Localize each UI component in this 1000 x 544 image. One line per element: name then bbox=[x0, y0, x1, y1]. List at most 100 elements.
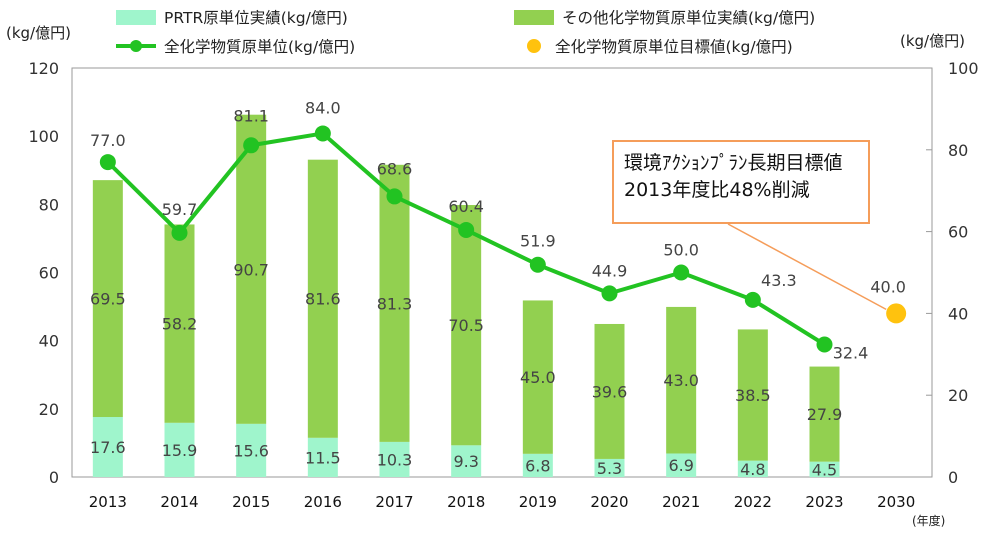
bar-other bbox=[451, 205, 482, 446]
label-total: 51.9 bbox=[520, 232, 556, 251]
legend-total: 全化学物質原単位(kg/億円) bbox=[116, 35, 355, 57]
right-tick-label: 60 bbox=[948, 223, 968, 242]
label-other: 45.0 bbox=[520, 368, 556, 387]
legend-target-label: 全化学物質原単位目標値(kg/億円) bbox=[555, 38, 793, 56]
bar-other bbox=[594, 323, 625, 459]
label-prtr: 5.3 bbox=[597, 459, 622, 478]
left-tick-label: 40 bbox=[39, 332, 59, 351]
label-prtr: 11.5 bbox=[305, 448, 341, 467]
bar-prtr bbox=[307, 437, 338, 477]
x-tick-label: 2017 bbox=[375, 493, 413, 511]
bar-other bbox=[809, 366, 840, 462]
bar-prtr bbox=[737, 460, 768, 477]
label-total: 68.6 bbox=[377, 159, 413, 178]
label-other: 81.6 bbox=[305, 290, 341, 309]
bar-other bbox=[522, 300, 553, 454]
label-other: 39.6 bbox=[592, 382, 628, 401]
label-total: 60.4 bbox=[448, 197, 484, 216]
left-axis-unit: (kg/億円) bbox=[6, 24, 71, 42]
left-tick-label: 60 bbox=[39, 264, 59, 283]
x-tick-label: 2016 bbox=[304, 493, 342, 511]
label-prtr: 4.8 bbox=[740, 460, 765, 479]
right-axis-unit: (kg/億円) bbox=[900, 32, 965, 50]
label-other: 43.0 bbox=[663, 371, 699, 390]
bar-other bbox=[236, 114, 267, 424]
label-other: 38.5 bbox=[735, 386, 771, 405]
label-other: 69.5 bbox=[90, 290, 126, 309]
right-tick-label: 40 bbox=[948, 304, 968, 323]
left-tick-label: 100 bbox=[28, 127, 59, 146]
label-total: 43.3 bbox=[761, 271, 797, 290]
label-other: 90.7 bbox=[233, 260, 269, 279]
callout-line-1: 環境ｱｸｼｮﾝﾌﾟﾗﾝ長期目標値 bbox=[624, 152, 843, 174]
bar-prtr bbox=[451, 445, 482, 477]
label-prtr: 15.6 bbox=[233, 441, 269, 460]
total-point bbox=[314, 125, 331, 142]
legend-total-swatch bbox=[116, 38, 156, 54]
x-tick-label: 2022 bbox=[734, 493, 772, 511]
label-other: 27.9 bbox=[807, 405, 843, 424]
target-callout: 環境ｱｸｼｮﾝﾌﾟﾗﾝ長期目標値 2013年度比48%削減 bbox=[612, 140, 870, 224]
label-other: 58.2 bbox=[162, 315, 198, 334]
total-point bbox=[386, 188, 403, 205]
total-point bbox=[529, 256, 546, 273]
total-point bbox=[171, 224, 188, 241]
left-tick-label: 120 bbox=[28, 59, 59, 78]
left-tick-label: 20 bbox=[39, 400, 59, 419]
x-axis-unit: (年度) bbox=[912, 514, 946, 528]
total-point bbox=[243, 137, 260, 154]
legend-target-swatch bbox=[527, 39, 541, 53]
bar-other bbox=[737, 329, 768, 461]
label-total: 50.0 bbox=[663, 241, 699, 260]
legend-prtr-label: PRTR原単位実績(kg/億円) bbox=[164, 9, 348, 27]
bar-other bbox=[307, 159, 338, 438]
right-tick-label: 20 bbox=[948, 386, 968, 405]
label-prtr: 17.6 bbox=[90, 438, 126, 457]
legend-other-swatch bbox=[514, 9, 554, 25]
x-tick-label: 2014 bbox=[160, 493, 198, 511]
total-point bbox=[673, 264, 690, 281]
label-target: 40.0 bbox=[870, 277, 906, 296]
label-prtr: 10.3 bbox=[377, 450, 413, 469]
bar-prtr bbox=[92, 417, 123, 477]
label-total: 77.0 bbox=[90, 131, 126, 150]
right-tick-label: 100 bbox=[948, 59, 979, 78]
x-tick-label: 2013 bbox=[89, 493, 127, 511]
legend-target: 全化学物質原単位目標値(kg/億円) bbox=[514, 35, 793, 57]
callout-connector bbox=[727, 223, 887, 311]
total-point bbox=[816, 336, 833, 353]
legend-prtr: PRTR原単位実績(kg/億円) bbox=[116, 6, 348, 28]
total-point bbox=[744, 291, 761, 308]
left-tick-label: 0 bbox=[49, 468, 59, 487]
label-prtr: 6.8 bbox=[525, 456, 550, 475]
total-point bbox=[601, 285, 618, 302]
label-total: 32.4 bbox=[833, 343, 869, 362]
legend-total-label: 全化学物質原単位(kg/億円) bbox=[164, 38, 356, 56]
x-tick-label: 2030 bbox=[877, 493, 915, 511]
label-total: 81.1 bbox=[233, 106, 269, 125]
label-total: 84.0 bbox=[305, 98, 341, 117]
legend-prtr-swatch bbox=[116, 9, 156, 25]
x-tick-label: 2021 bbox=[662, 493, 700, 511]
legend-other-label: その他化学物質原単位実績(kg/億円) bbox=[562, 9, 816, 27]
bar-prtr bbox=[594, 458, 625, 477]
callout-line-2: 2013年度比48%削減 bbox=[624, 179, 810, 201]
x-tick-label: 2020 bbox=[590, 493, 628, 511]
bar-other bbox=[666, 306, 697, 454]
label-other: 70.5 bbox=[448, 316, 484, 335]
x-tick-label: 2023 bbox=[805, 493, 843, 511]
label-other: 81.3 bbox=[377, 294, 413, 313]
legend-other: その他化学物質原単位実績(kg/億円) bbox=[514, 6, 815, 28]
right-tick-label: 80 bbox=[948, 141, 968, 160]
x-tick-label: 2015 bbox=[232, 493, 270, 511]
bar-other bbox=[164, 224, 195, 423]
x-tick-label: 2019 bbox=[519, 493, 557, 511]
bar-other bbox=[379, 164, 410, 442]
plot-frame bbox=[71, 67, 933, 478]
x-tick-label: 2018 bbox=[447, 493, 485, 511]
label-total: 44.9 bbox=[592, 261, 628, 280]
bar-prtr bbox=[809, 461, 840, 477]
label-total: 59.7 bbox=[162, 200, 198, 219]
bar-prtr bbox=[164, 422, 195, 477]
